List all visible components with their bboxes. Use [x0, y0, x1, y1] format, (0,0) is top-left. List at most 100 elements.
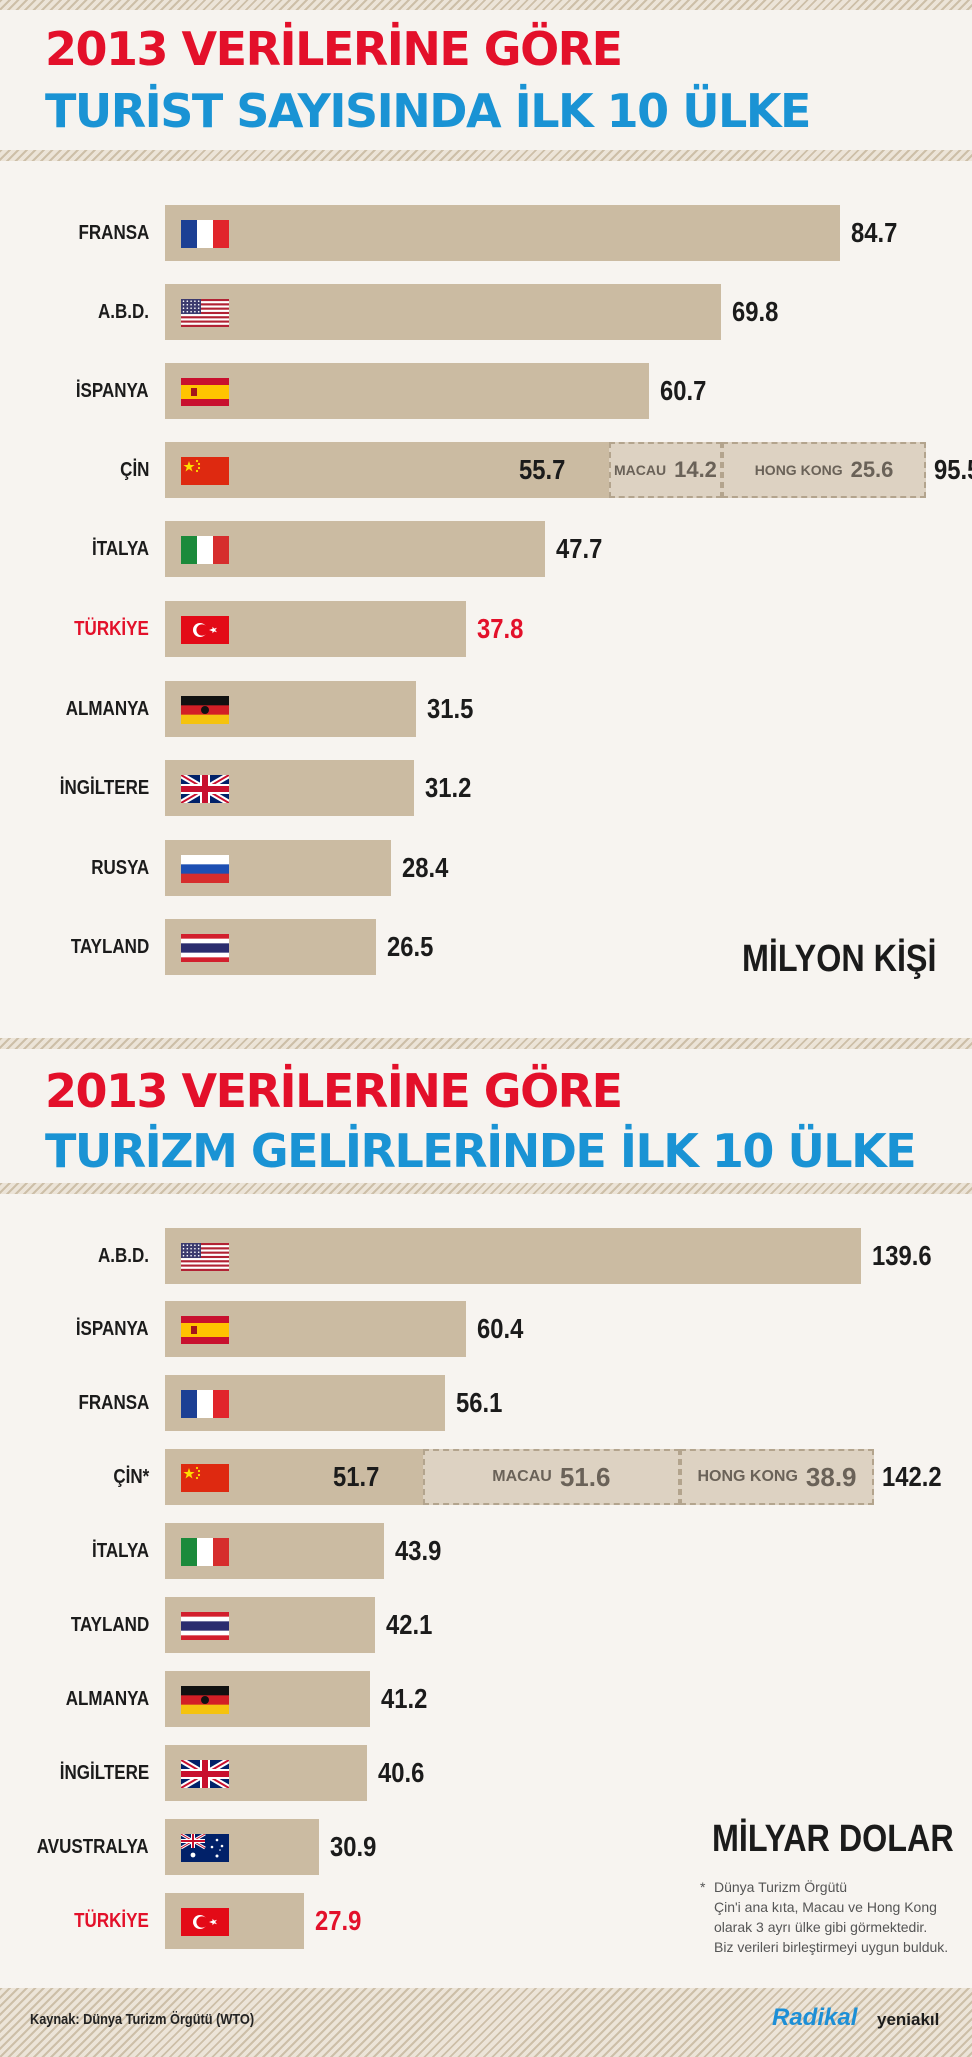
- flag-china-icon: [181, 1464, 229, 1492]
- segment-name: MACAU: [492, 1468, 552, 1485]
- bar-value-label: 60.4: [477, 1313, 524, 1344]
- flag-germany-icon: [181, 1686, 229, 1714]
- country-label: İSPANYA: [76, 380, 149, 402]
- country-label: İNGİLTERE: [59, 1762, 149, 1784]
- bar-value-label: 139.6: [872, 1240, 932, 1271]
- country-label: İTALYA: [91, 1540, 149, 1562]
- country-label: ÇİN: [119, 459, 149, 481]
- country-label: AVUSTRALYA: [37, 1836, 149, 1858]
- country-label: İNGİLTERE: [59, 777, 149, 799]
- country-label: İTALYA: [91, 538, 149, 560]
- chart2-footnote: * Dünya Turizm Örgütü Çin'i ana kıta, Ma…: [700, 1877, 965, 1957]
- country-label: FRANSA: [78, 1392, 149, 1414]
- chart1-row: ÇİN 55.7 MACAU 14.2 HONG KONG 25.6 95.5: [0, 442, 972, 498]
- stacked-segment: HONG KONG 25.6: [722, 442, 927, 498]
- segment-value: 51.6: [559, 1461, 611, 1492]
- flag-italy-icon: [181, 536, 229, 564]
- chart2-row: İNGİLTERE 40.6: [0, 1745, 972, 1801]
- chart1-row: TÜRKİYE 37.8: [0, 601, 972, 657]
- flag-usa-icon: [181, 299, 229, 327]
- segment-name: HONG KONG: [697, 1468, 798, 1485]
- country-label: FRANSA: [78, 222, 149, 244]
- bar-value-label: 40.6: [378, 1757, 425, 1788]
- bar-value-label: 60.7: [659, 375, 707, 406]
- flag-turkey-icon: [181, 616, 229, 644]
- bar-value-label: 31.5: [427, 693, 474, 724]
- bar-value-label: 51.7: [332, 1461, 380, 1492]
- flag-usa-icon: [181, 1243, 229, 1271]
- footnote-line: Dünya Turizm Örgütü: [714, 1879, 848, 1895]
- bar-value-label: 28.4: [402, 852, 449, 883]
- brand-logo-radikal: Radikal: [772, 2004, 858, 2031]
- divider-stripe: [0, 150, 972, 161]
- bar-total-label: 142.2: [881, 1461, 942, 1492]
- footnote-line: Çin'i ana kıta, Macau ve Hong Kong: [714, 1899, 937, 1915]
- bar-value-label: 26.5: [387, 931, 434, 962]
- bar-value-label: 37.8: [477, 613, 524, 644]
- chart2-panel: [0, 1194, 972, 1988]
- chart2-title-line2: TURİZM GELİRLERİNDE İLK 10 ÜLKE: [45, 1124, 917, 1178]
- chart2-row: ALMANYA 41.2: [0, 1671, 972, 1727]
- chart1-row: RUSYA 28.4: [0, 840, 972, 896]
- bar: [165, 442, 609, 498]
- flag-thailand-icon: [181, 1612, 229, 1640]
- segment-value: 38.9: [805, 1461, 857, 1492]
- chart1-row: TAYLAND 26.5: [0, 919, 972, 975]
- footnote-line: Biz verileri birleştirmeyi uygun bulduk.: [714, 1939, 949, 1955]
- flag-turkey-icon: [181, 1908, 229, 1936]
- country-label: TÜRKİYE: [74, 618, 149, 640]
- chart2-row: ÇİN* 51.7 MACAU 51.6 HONG KONG 38.9 142.2: [0, 1449, 972, 1505]
- country-label: ÇİN*: [113, 1466, 149, 1488]
- bar-value-label: 41.2: [381, 1683, 428, 1714]
- footnote-line: olarak 3 ayrı ülke gibi görmektedir.: [714, 1919, 928, 1935]
- bar-total-label: 95.5: [934, 454, 972, 485]
- flag-china-icon: [181, 457, 229, 485]
- chart2-row: İTALYA 43.9: [0, 1523, 972, 1579]
- segment-value: 25.6: [850, 457, 894, 482]
- divider-stripe: [0, 1038, 972, 1049]
- chart1-unit-label: MİLYON KİŞİ: [742, 938, 937, 980]
- country-label: ALMANYA: [65, 698, 149, 720]
- chart2-title-line1: 2013 VERİLERİNE GÖRE: [45, 1064, 623, 1118]
- chart1-row: İNGİLTERE 31.2: [0, 760, 972, 816]
- country-label: TAYLAND: [70, 936, 149, 958]
- flag-russia-icon: [181, 855, 229, 883]
- source-text: Kaynak: Dünya Turizm Örgütü (WTO): [30, 2011, 255, 2028]
- segment-name: HONG KONG: [754, 462, 843, 478]
- chart2-row: A.B.D. 139.6: [0, 1228, 972, 1284]
- country-label: TÜRKİYE: [74, 1910, 149, 1932]
- country-label: İSPANYA: [76, 1318, 149, 1340]
- divider-stripe: [0, 1183, 972, 1194]
- bar-value-label: 43.9: [394, 1535, 442, 1566]
- flag-spain-icon: [181, 378, 229, 406]
- country-label: A.B.D.: [98, 1245, 149, 1267]
- bar-value-label: 47.7: [556, 533, 603, 564]
- chart2-row: AVUSTRALYA 30.9: [0, 1819, 972, 1875]
- chart1-title-line2: TURİST SAYISINDA İLK 10 ÜLKE: [45, 84, 811, 138]
- chart2-row: İSPANYA 60.4: [0, 1301, 972, 1357]
- chart2-unit-label: MİLYAR DOLAR: [712, 1818, 954, 1860]
- bar: [165, 1228, 861, 1284]
- chart2-row: TAYLAND 42.1: [0, 1597, 972, 1653]
- bar-value-label: 55.7: [518, 454, 566, 485]
- top-stripe: [0, 0, 972, 10]
- country-label: A.B.D.: [98, 301, 149, 323]
- stacked-segment: MACAU 51.6: [422, 1449, 680, 1505]
- bar-value-label: 56.1: [455, 1387, 503, 1418]
- bar-value-label: 84.7: [851, 217, 898, 248]
- flag-thailand-icon: [181, 934, 229, 962]
- chart1-row: İSPANYA 60.7: [0, 363, 972, 419]
- bar-value-label: 31.2: [424, 772, 471, 803]
- bar: [165, 205, 840, 261]
- chart2-row: TÜRKİYE 27.9: [0, 1893, 972, 1949]
- stacked-segment: HONG KONG 38.9: [680, 1449, 874, 1505]
- flag-france-icon: [181, 1390, 229, 1418]
- flag-germany-icon: [181, 696, 229, 724]
- country-label: RUSYA: [91, 857, 149, 879]
- chart2-row: FRANSA 56.1: [0, 1375, 972, 1431]
- bar: [165, 284, 722, 340]
- stacked-segment: MACAU 14.2: [608, 442, 723, 498]
- chart1-row: A.B.D. 69.8: [0, 284, 972, 340]
- bar-value-label: 30.9: [330, 1831, 377, 1862]
- chart1-title-line1: 2013 VERİLERİNE GÖRE: [45, 22, 623, 76]
